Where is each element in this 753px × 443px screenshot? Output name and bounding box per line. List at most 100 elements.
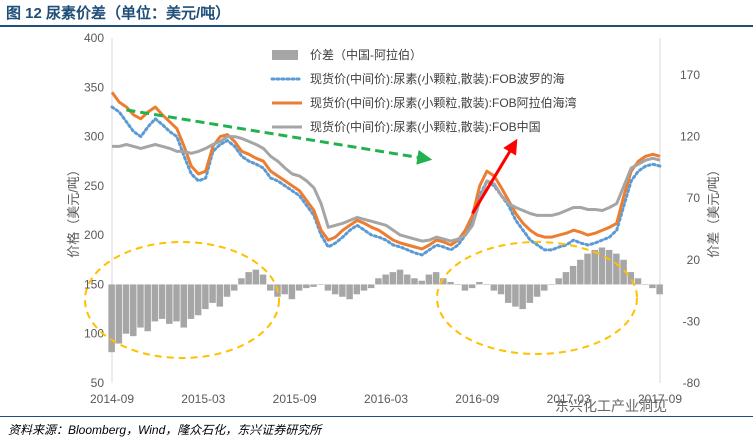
spread-bar bbox=[584, 253, 591, 285]
highlight-ellipse-right bbox=[436, 241, 638, 355]
legend-label: 现货价(中间价):尿素(小颗粒,散装):FOB中国 bbox=[310, 119, 541, 134]
spread-bar bbox=[432, 272, 440, 285]
spread-bar bbox=[252, 269, 260, 285]
spread-bar bbox=[346, 284, 353, 300]
spread-bar bbox=[418, 280, 425, 285]
uptrend-arrow bbox=[471, 138, 518, 215]
x-tick-label: 2016-09 bbox=[455, 392, 499, 406]
spread-bar bbox=[166, 284, 173, 324]
spread-bar bbox=[180, 284, 187, 328]
y2-tick-label: -80 bbox=[683, 376, 701, 390]
price-lines bbox=[110, 91, 662, 257]
spread-bar bbox=[425, 274, 433, 285]
spread-bar bbox=[649, 284, 656, 289]
spread-bar bbox=[461, 284, 469, 291]
x-tick-label: 2015-03 bbox=[181, 392, 225, 406]
spread-bar bbox=[194, 284, 202, 316]
spread-bar bbox=[158, 284, 166, 319]
spread-bar bbox=[613, 253, 620, 285]
spread-bar bbox=[238, 278, 245, 285]
spread-bar bbox=[555, 278, 562, 285]
y2-axis-title: 价差（美元/吨） bbox=[706, 163, 721, 258]
spread-bar bbox=[144, 284, 151, 332]
spread-bar bbox=[360, 284, 368, 291]
spread-bar bbox=[468, 284, 476, 289]
spread-bar bbox=[577, 259, 584, 285]
spread-bar bbox=[519, 284, 526, 310]
spread-bar bbox=[447, 281, 454, 285]
spread-bar bbox=[454, 284, 461, 285]
spread-bar bbox=[295, 284, 303, 291]
black-sea-series-line bbox=[110, 105, 662, 257]
spread-bar bbox=[151, 284, 159, 322]
spread-bar bbox=[130, 284, 137, 337]
spread-bar bbox=[598, 247, 606, 285]
spread-bar bbox=[476, 281, 483, 285]
spread-bars bbox=[108, 247, 663, 353]
spread-bar bbox=[216, 284, 224, 307]
spread-bar bbox=[526, 284, 534, 303]
annotations bbox=[84, 108, 638, 359]
spread-bar bbox=[396, 269, 404, 285]
legend-label: 价差（中国-阿拉伯） bbox=[310, 47, 422, 62]
spread-bar bbox=[533, 284, 541, 297]
spread-bar bbox=[108, 284, 115, 353]
spread-bar bbox=[310, 284, 317, 287]
china-series-line bbox=[112, 135, 661, 243]
x-tick-label: 2014-09 bbox=[90, 392, 134, 406]
x-tick-label: 2017-09 bbox=[638, 392, 682, 406]
legend-label: 现货价(中间价):尿素(小颗粒,散装):FOB阿拉伯海湾 bbox=[310, 95, 577, 110]
spread-bar bbox=[230, 284, 238, 291]
spread-bar bbox=[382, 274, 389, 285]
y2-tick-label: 20 bbox=[687, 253, 701, 267]
spread-bar bbox=[497, 284, 505, 295]
y-axis-title: 价格（美元/吨） bbox=[66, 163, 81, 258]
source-note: 资料来源：Bloomberg，Wind，隆众石化，东兴证券研究所 bbox=[8, 423, 322, 437]
spread-bar bbox=[202, 284, 209, 310]
spread-bar bbox=[641, 284, 649, 285]
spread-bar bbox=[562, 272, 570, 285]
spread-bar bbox=[440, 278, 447, 285]
spread-bar bbox=[404, 274, 411, 285]
watermark: 东兴化工产业洞见 bbox=[555, 398, 667, 414]
axes: 50 100 150 200 250 300 350 400 -80 -30 20 70 120 170 2… bbox=[66, 31, 721, 406]
spread-bar bbox=[339, 284, 346, 297]
spread-bar bbox=[569, 265, 577, 285]
spread-bar bbox=[605, 249, 613, 285]
y-tick-label: 250 bbox=[84, 179, 104, 193]
spread-bar bbox=[115, 284, 123, 344]
y2-tick-label: 170 bbox=[680, 68, 700, 82]
y-tick-label: 200 bbox=[84, 228, 104, 242]
spread-bar bbox=[324, 284, 332, 291]
spread-bar bbox=[187, 284, 195, 319]
source-divider bbox=[0, 416, 753, 417]
spread-bar bbox=[627, 272, 635, 285]
spread-bar bbox=[367, 284, 375, 289]
spread-bar bbox=[303, 284, 310, 289]
x-tick-label: 2015-09 bbox=[273, 392, 317, 406]
spread-bar bbox=[122, 284, 130, 334]
downtrend-arrow bbox=[126, 108, 433, 165]
spread-bar bbox=[504, 284, 512, 303]
spread-bar bbox=[353, 284, 361, 295]
y2-tick-label: -30 bbox=[683, 314, 701, 328]
legend-swatch-spread bbox=[272, 50, 298, 60]
legend-label: 现货价(中间价):尿素(小颗粒,散装):FOB波罗的海 bbox=[310, 71, 565, 86]
spread-bar bbox=[411, 278, 418, 285]
highlight-ellipse-left bbox=[84, 241, 280, 359]
spread-bar bbox=[245, 272, 252, 285]
spread-bar bbox=[375, 278, 382, 285]
spread-bar bbox=[267, 284, 274, 291]
spread-bar bbox=[331, 284, 339, 295]
y2-tick-label: 70 bbox=[687, 191, 701, 205]
spread-bar bbox=[223, 284, 231, 297]
spread-bar bbox=[656, 284, 663, 295]
legend: 价差（中国-阿拉伯） 现货价(中间价):尿素(小颗粒,散装):FOB波罗的海现货价… bbox=[270, 47, 577, 134]
spread-bar bbox=[209, 284, 216, 303]
spread-bar bbox=[548, 284, 555, 285]
arab-gulf-series-line bbox=[110, 91, 661, 251]
y-tick-label: 350 bbox=[84, 80, 104, 94]
spread-bar bbox=[512, 284, 519, 307]
y-tick-label: 100 bbox=[84, 327, 104, 341]
